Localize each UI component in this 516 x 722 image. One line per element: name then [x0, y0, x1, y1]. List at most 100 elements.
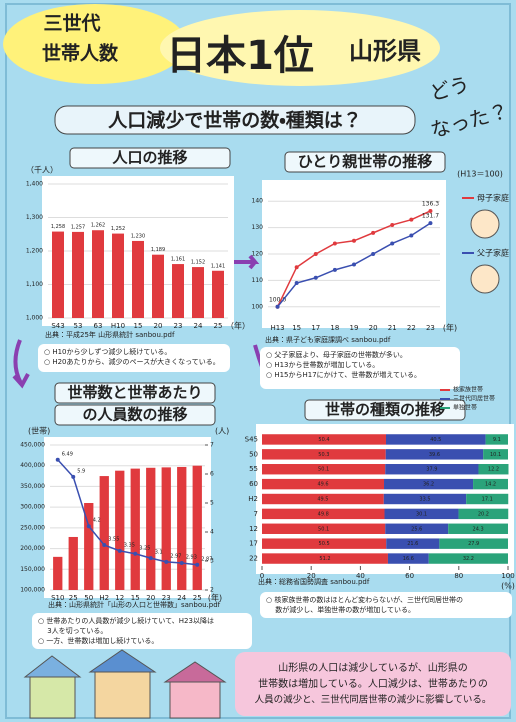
- value-label: 30.1: [416, 511, 427, 517]
- y-tick-label: H2: [248, 495, 258, 503]
- x-tick-label: 0: [260, 572, 264, 580]
- x-axis-label: (年): [443, 323, 457, 333]
- headline: 人口減少で世帯の数・種類は？: [107, 109, 361, 132]
- point: [371, 252, 375, 256]
- y-tick-label: 120: [252, 251, 264, 258]
- value-label: 9.1: [493, 437, 501, 443]
- chart-title: 人口の推移: [111, 149, 187, 167]
- value-label: 51.2: [319, 556, 330, 562]
- point: [295, 281, 299, 285]
- x-tick-label: 18: [330, 324, 339, 332]
- chart-title: 世帯の種類の推移: [325, 401, 445, 419]
- x-tick-label: S43: [51, 322, 64, 330]
- value-label: 50.4: [318, 437, 329, 443]
- point: [352, 263, 356, 267]
- note: ○ H15からH17にかけて、世帯数が増えている。: [266, 370, 421, 379]
- value-label: 10.1: [490, 452, 501, 458]
- value-label: 2.97: [170, 553, 181, 559]
- x-tick-label: 15: [131, 594, 140, 602]
- chart-title: ひとり親世帯の推移: [298, 153, 433, 171]
- point: [56, 458, 60, 462]
- bar: [112, 234, 124, 318]
- note: ○ 世帯あたりの人員数が減少し続けていて、H23以降は: [38, 616, 214, 625]
- value-label: 36.2: [423, 482, 434, 488]
- header-rank: 日本1位: [166, 33, 314, 79]
- x-tick-label: 40: [356, 572, 365, 580]
- y-tick-label: 100: [252, 303, 264, 310]
- value-label: 3.25: [139, 545, 150, 551]
- face: [471, 265, 499, 293]
- bar: [192, 267, 204, 318]
- x-axis-label: （年）: [226, 321, 250, 331]
- y-tick-label: 17: [249, 540, 258, 548]
- legend-label: 核家族世帯: [453, 386, 483, 394]
- point: [71, 475, 75, 479]
- value-label: 4.2: [93, 518, 101, 524]
- y2-tick-label: 5: [210, 500, 214, 507]
- point: [409, 218, 413, 222]
- chart-title: の人員数の推移: [82, 406, 187, 424]
- value-label: 3.35: [124, 542, 135, 548]
- x-tick-label: 19: [350, 324, 359, 332]
- value-label: 1,141: [211, 263, 225, 269]
- x-tick-label: 23: [174, 322, 183, 330]
- x-tick-label: 80: [454, 572, 463, 580]
- value-label: 5.9: [77, 468, 85, 474]
- bar: [152, 255, 164, 318]
- conclusion: 世帯数は増加している。人口減少は、世帯あたりの: [258, 677, 488, 690]
- x-tick-label: 12: [115, 594, 124, 602]
- point: [371, 231, 375, 235]
- value-label: 131.7: [422, 213, 439, 220]
- y-tick-label: 12: [249, 525, 258, 533]
- x-tick-label: 25: [69, 594, 78, 602]
- y-axis-label: （千人）: [26, 165, 58, 175]
- x-tick-label: H2: [99, 594, 109, 602]
- x-tick-label: H10: [111, 322, 125, 330]
- point: [390, 241, 394, 245]
- legend-label: 三世代同居世帯: [453, 395, 495, 403]
- y-tick-label: 200,000: [20, 545, 45, 552]
- y-tick-label: 1,400: [26, 181, 43, 188]
- source: 出典：県子ども家庭課調べ sanbou.pdf: [265, 335, 391, 344]
- note: ○ 父子家庭より、母子家庭の世帯数が多い。: [266, 350, 407, 359]
- legend-label: 母子家庭: [477, 193, 509, 203]
- value-label: 33.5: [419, 497, 430, 503]
- value-label: 3.55: [108, 537, 119, 543]
- value-label: 2.93: [186, 555, 197, 561]
- header-text: 世帯人数: [42, 42, 119, 65]
- point: [352, 239, 356, 243]
- bar: [52, 232, 64, 318]
- y2-tick-label: 2: [210, 587, 214, 594]
- y-tick-label: 100,000: [20, 587, 45, 594]
- x-tick-label: 25: [214, 322, 223, 330]
- bar: [92, 230, 104, 318]
- bar: [146, 468, 155, 590]
- x-tick-label: 15: [292, 324, 301, 332]
- point: [149, 556, 153, 560]
- x-tick-label: 22: [407, 324, 416, 332]
- point: [118, 549, 122, 553]
- y-tick-label: 450,000: [20, 442, 45, 449]
- x-tick-label: 50: [84, 594, 93, 602]
- y2-tick-label: 7: [210, 442, 214, 449]
- point: [276, 305, 280, 309]
- value-label: 1,152: [191, 260, 205, 266]
- value-label: 50.5: [319, 541, 330, 547]
- y-tick-label: 140: [252, 198, 264, 205]
- point: [180, 561, 184, 565]
- y-tick-label: 130: [252, 224, 264, 231]
- value-label: 40.5: [430, 437, 441, 443]
- x-axis-label: (年): [208, 593, 222, 603]
- legend-label: 父子家庭: [477, 248, 509, 258]
- point: [428, 221, 432, 225]
- note: 3人を切っている。: [38, 627, 107, 635]
- y-tick-label: 110: [252, 277, 264, 284]
- x-tick-label: 53: [74, 322, 83, 330]
- note: ○ 核家族世帯の数はほとんど変わらないが、三世代同居世帯の: [266, 595, 463, 604]
- x-tick-label: 17: [311, 324, 320, 332]
- y-tick-label: 60: [249, 480, 258, 488]
- value-label: 1,257: [71, 224, 85, 230]
- point: [390, 223, 394, 227]
- point: [102, 543, 106, 547]
- bar: [132, 241, 144, 318]
